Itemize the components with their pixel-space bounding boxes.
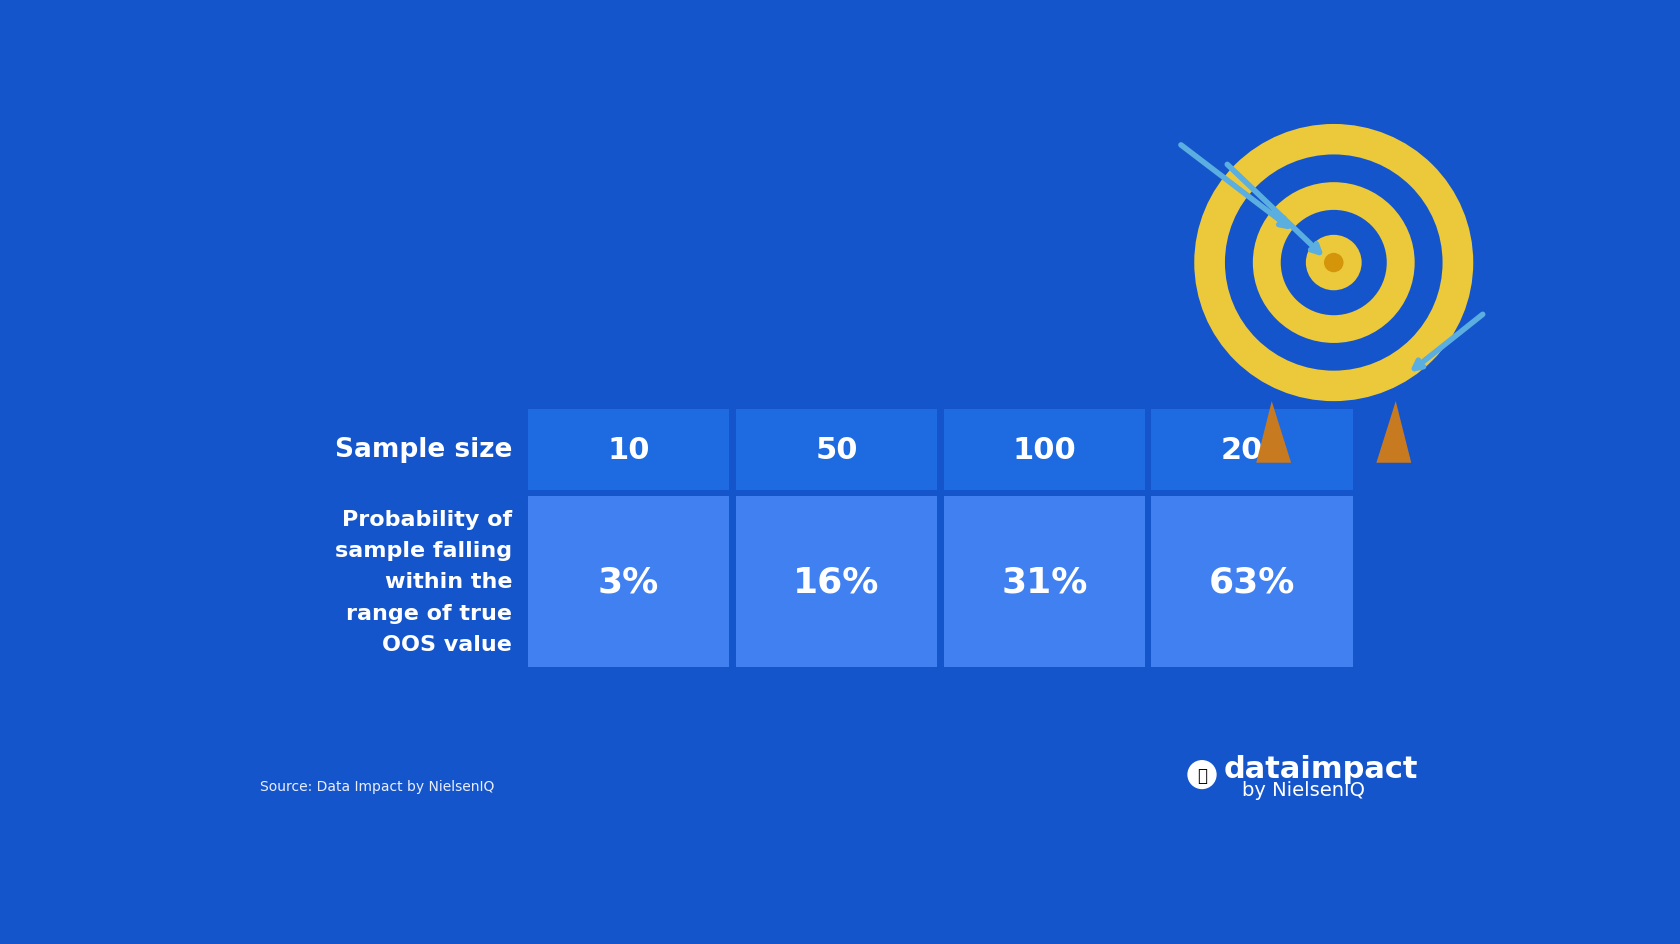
Text: 3%: 3% [598,565,659,598]
Text: 100: 100 [1013,435,1077,464]
Text: by NielsenIQ: by NielsenIQ [1242,781,1366,800]
Polygon shape [1376,402,1411,464]
FancyBboxPatch shape [528,410,729,490]
Circle shape [1225,155,1443,371]
Polygon shape [1257,402,1292,464]
Text: 200: 200 [1220,435,1284,464]
Text: Source: Data Impact by NielsenIQ: Source: Data Impact by NielsenIQ [260,780,494,793]
Text: dataimpact: dataimpact [1223,754,1418,784]
Text: 📊: 📊 [1196,766,1206,784]
Circle shape [1194,125,1473,402]
Text: Sample size: Sample size [334,437,512,463]
FancyBboxPatch shape [1151,410,1352,490]
Text: Probability of
sample falling
within the
range of true
OOS value: Probability of sample falling within the… [334,510,512,654]
FancyBboxPatch shape [528,497,729,667]
Text: 63%: 63% [1210,565,1295,598]
Text: 16%: 16% [793,565,880,598]
FancyBboxPatch shape [944,497,1146,667]
Circle shape [1188,761,1216,788]
Circle shape [1305,236,1362,291]
Circle shape [1280,211,1386,316]
Circle shape [1324,254,1344,273]
FancyBboxPatch shape [1151,497,1352,667]
FancyBboxPatch shape [736,410,937,490]
FancyBboxPatch shape [944,410,1146,490]
Circle shape [1253,183,1415,344]
Text: 10: 10 [608,435,650,464]
Text: 31%: 31% [1001,565,1087,598]
Text: 50: 50 [815,435,858,464]
FancyBboxPatch shape [736,497,937,667]
